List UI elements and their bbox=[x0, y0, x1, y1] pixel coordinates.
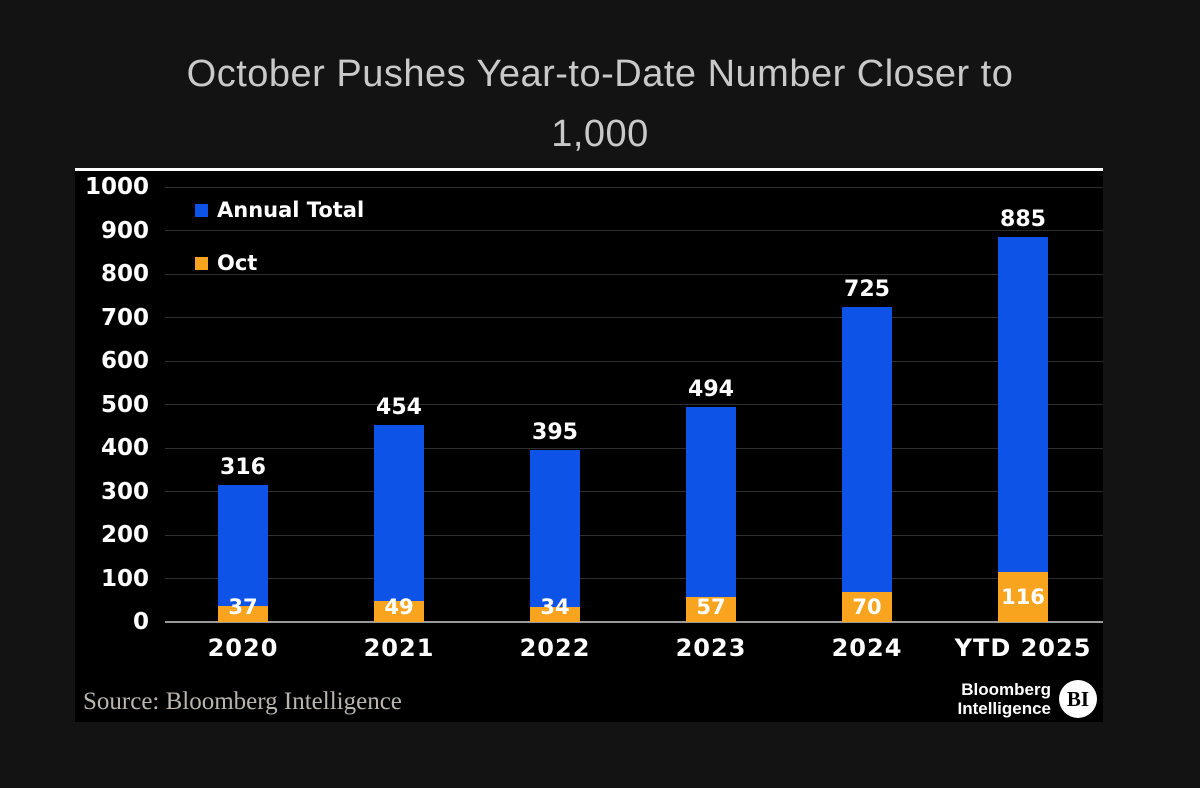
gridline-700 bbox=[165, 317, 1103, 318]
oct-value-label-2021: 49 bbox=[384, 595, 414, 619]
bi-badge-icon: BI bbox=[1059, 680, 1097, 718]
y-axis: 0 100 200 300 400 500 600 700 800 900 1000 bbox=[75, 174, 149, 635]
x-tick-label-2022: 2022 bbox=[519, 634, 591, 662]
y-tick-label-300: 300 bbox=[100, 478, 149, 505]
legend-label-annual-total: Annual Total bbox=[217, 198, 365, 222]
annual-total-bar-2023 bbox=[686, 407, 736, 622]
oct-value-label-2023: 57 bbox=[696, 595, 726, 619]
y-tick-label-400: 400 bbox=[100, 435, 149, 461]
y-tick-label-100: 100 bbox=[100, 565, 149, 592]
chart-title-line2: 1,000 bbox=[551, 113, 649, 155]
annual-total-value-label-2020: 316 bbox=[220, 454, 266, 480]
y-tick-label-700: 700 bbox=[100, 304, 149, 331]
annual-total-swatch-icon bbox=[195, 203, 208, 217]
annual-total-bar-2021 bbox=[374, 424, 424, 622]
legend-label-oct: Oct bbox=[217, 251, 258, 275]
gridline-200 bbox=[165, 534, 1103, 536]
annual-total-bar-2022 bbox=[530, 450, 580, 622]
brand-line1: Bloomberg bbox=[961, 680, 1051, 699]
gridline-400 bbox=[165, 447, 1103, 449]
x-tick-label-2024: 2024 bbox=[831, 634, 903, 662]
oct-value-label-2020: 37 bbox=[228, 595, 258, 619]
gridline-900 bbox=[165, 230, 1103, 231]
y-tick-label-600: 600 bbox=[100, 348, 149, 374]
gridline-300 bbox=[165, 491, 1103, 492]
annual-total-value-label-2024: 725 bbox=[844, 276, 890, 302]
legend-item-oct: Oct bbox=[195, 250, 364, 276]
oct-bar-2021 bbox=[374, 600, 424, 622]
y-tick-label-0: 0 bbox=[132, 609, 149, 635]
y-tick-label-800: 800 bbox=[100, 261, 149, 287]
annual-total-value-label-ytd-2025: 885 bbox=[1000, 207, 1046, 233]
brand-line2: Intelligence bbox=[957, 699, 1051, 718]
bloomberg-intelligence-logo: Bloomberg Intelligence BI bbox=[957, 680, 1097, 718]
x-tick-label-2021: 2021 bbox=[363, 634, 435, 662]
y-tick-label-200: 200 bbox=[100, 522, 149, 548]
oct-value-label-ytd-2025: 116 bbox=[1001, 584, 1045, 609]
oct-bar-ytd-2025 bbox=[998, 571, 1048, 622]
oct-value-label-2024: 70 bbox=[852, 594, 882, 619]
oct-bar-2024 bbox=[842, 591, 892, 622]
chart-panel: 0 100 200 300 400 500 600 700 800 900 1000 Annual … bbox=[75, 168, 1103, 722]
x-tick-label-2020: 2020 bbox=[207, 634, 279, 662]
y-tick-label-900: 900 bbox=[100, 217, 149, 244]
chart-title-line1: October Pushes Year-to-Date Number Close… bbox=[186, 53, 1014, 95]
oct-swatch-icon bbox=[195, 256, 208, 270]
annual-total-value-label-2023: 494 bbox=[688, 377, 734, 403]
chart-title: October Pushes Year-to-Date Number Close… bbox=[0, 44, 1200, 164]
annual-total-bar-2020 bbox=[218, 484, 268, 622]
gridline-600 bbox=[165, 360, 1103, 362]
gridline-500 bbox=[165, 404, 1103, 405]
annual-total-value-label-2022: 395 bbox=[532, 420, 578, 446]
gridline-1000 bbox=[165, 186, 1103, 188]
oct-bar-2023 bbox=[686, 597, 736, 622]
x-axis-baseline bbox=[165, 621, 1103, 623]
legend-item-annual-total: Annual Total bbox=[195, 197, 364, 223]
source-caption: Source: Bloomberg Intelligence bbox=[83, 688, 402, 715]
oct-bar-2022 bbox=[530, 607, 580, 622]
oct-bar-2020 bbox=[218, 605, 268, 622]
annual-total-bar-ytd-2025 bbox=[998, 237, 1048, 622]
y-tick-label-500: 500 bbox=[100, 391, 149, 418]
chart-legend: Annual Total Oct bbox=[195, 197, 364, 303]
bloomberg-intelligence-wordmark: Bloomberg Intelligence bbox=[957, 680, 1051, 718]
x-tick-label-2023: 2023 bbox=[675, 634, 747, 662]
plot-area: Annual Total Oct 316 37 2020 454 49 2021 395 34… bbox=[165, 186, 1103, 662]
y-tick-label-1000: 1000 bbox=[84, 174, 149, 200]
annual-total-value-label-2021: 454 bbox=[376, 394, 422, 420]
gridline-800 bbox=[165, 273, 1103, 275]
oct-value-label-2022: 34 bbox=[540, 595, 570, 619]
x-tick-label-ytd-2025: YTD 2025 bbox=[954, 634, 1092, 662]
annual-total-bar-2024 bbox=[842, 306, 892, 622]
gridline-100 bbox=[165, 578, 1103, 579]
